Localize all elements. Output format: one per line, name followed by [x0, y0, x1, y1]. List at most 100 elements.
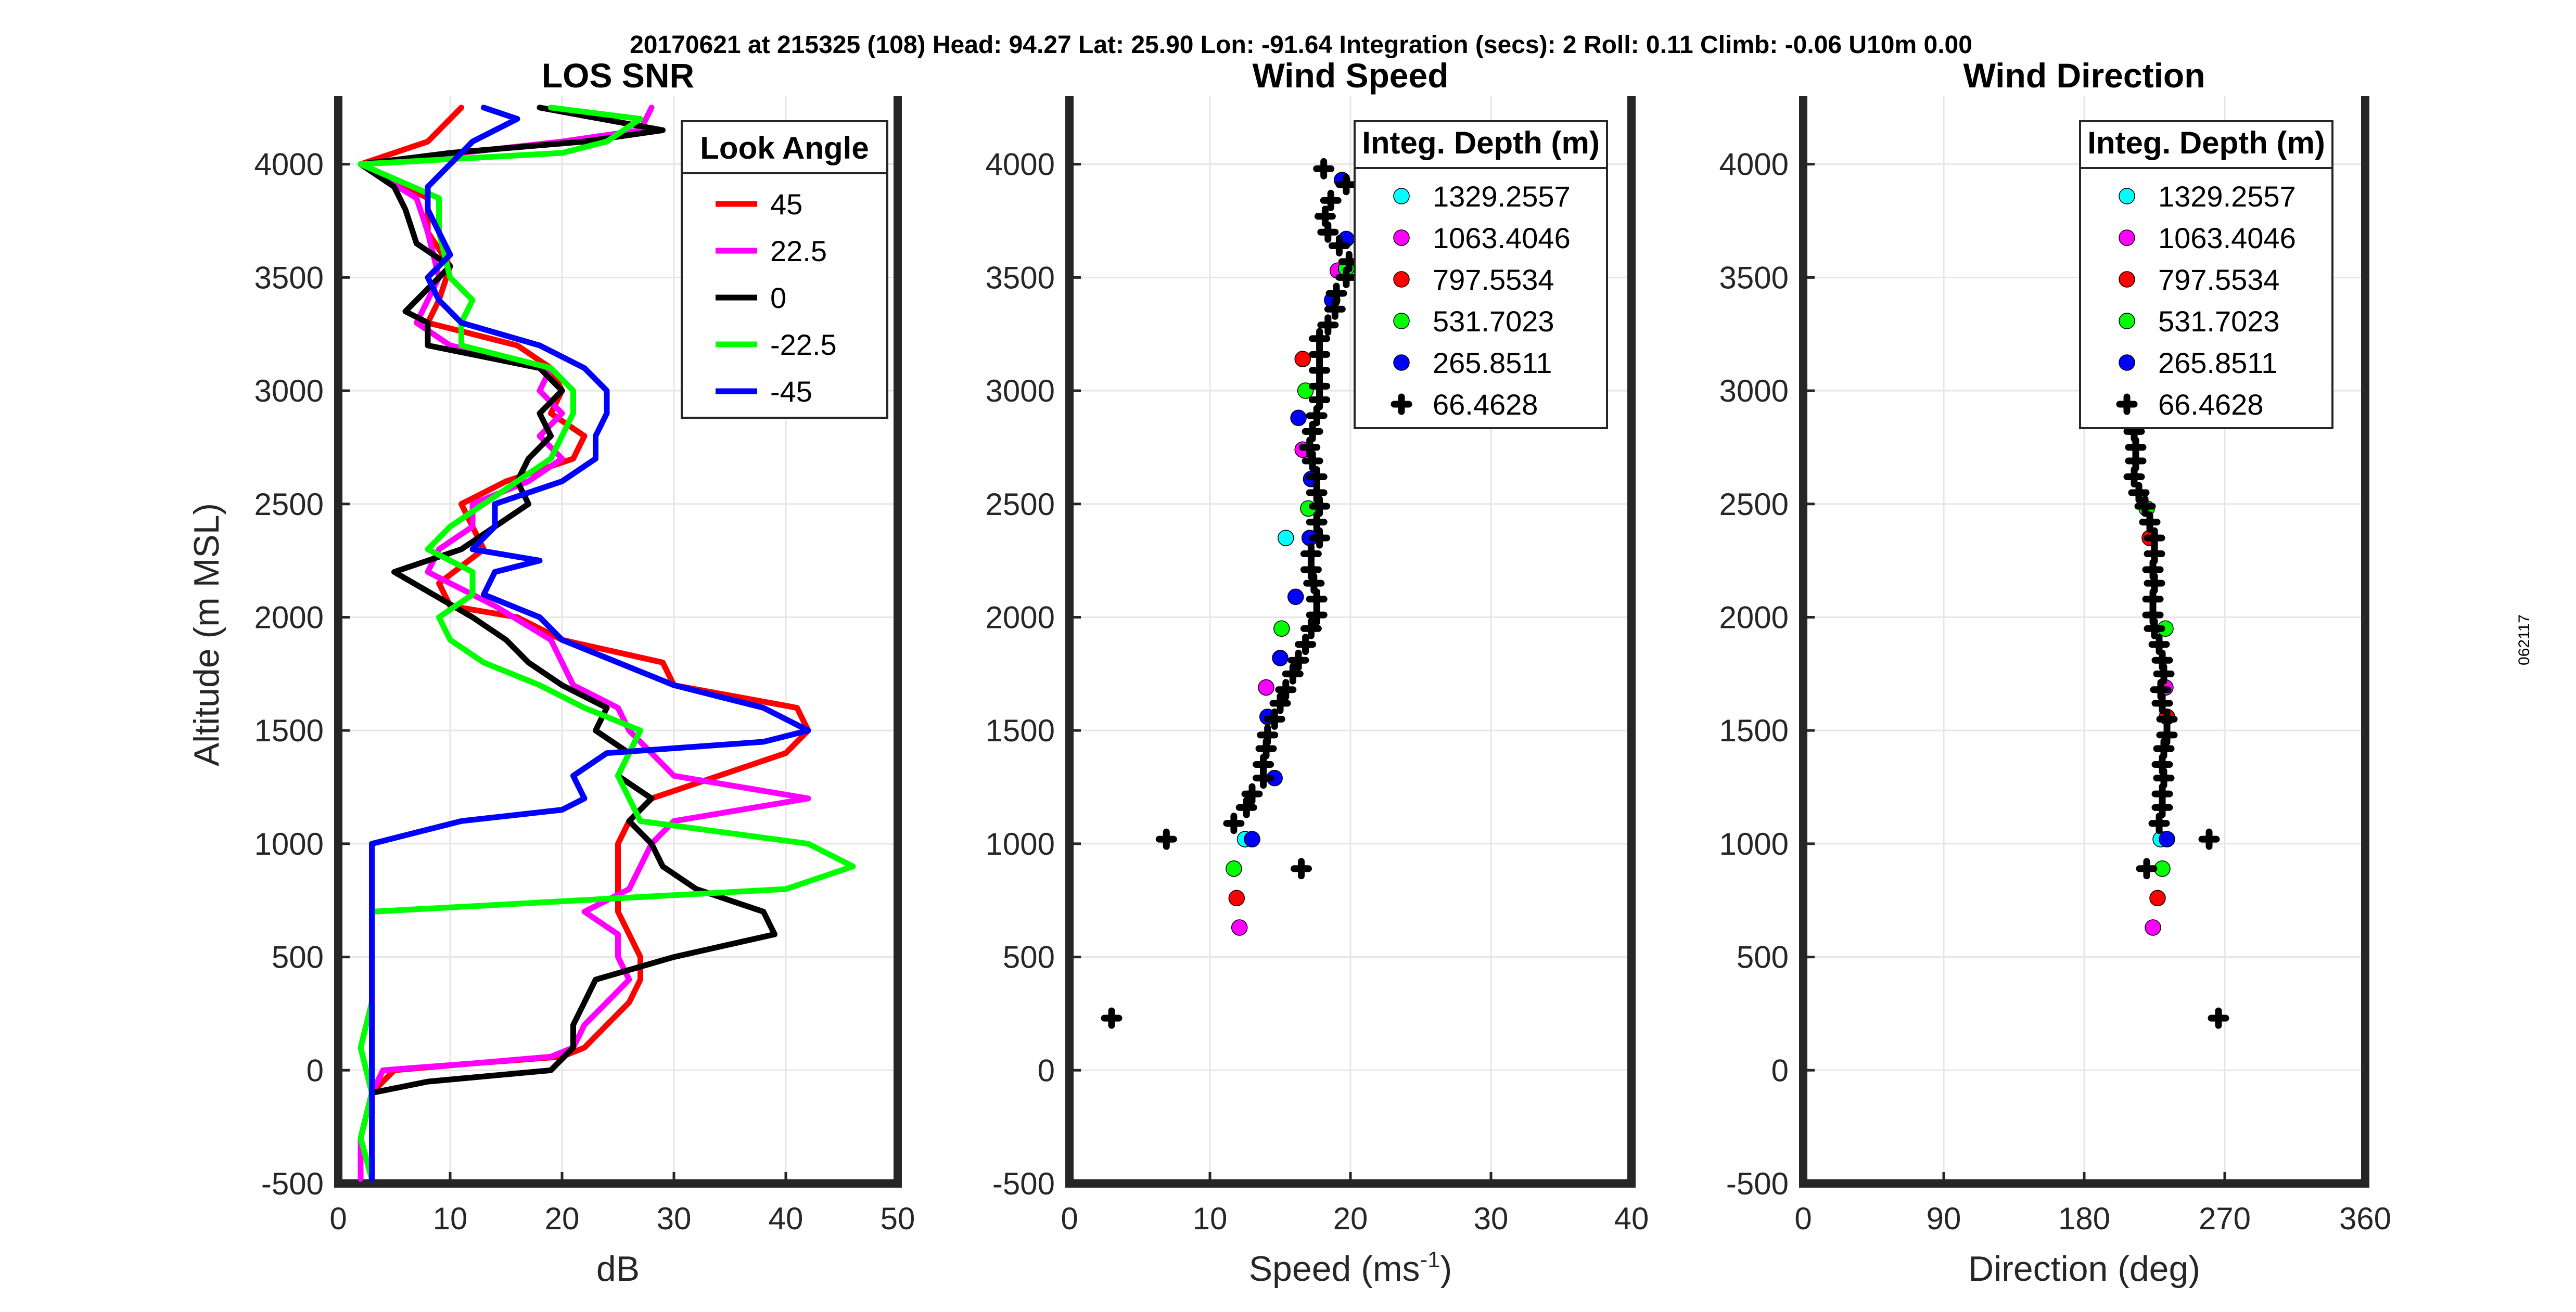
legend-label: 22.5	[770, 235, 827, 267]
legend-swatch-1063.4046	[1393, 229, 1410, 246]
legend-label: 45	[770, 188, 802, 221]
data-point-66.4628	[2153, 738, 2175, 760]
y-tick-label: -500	[1726, 1166, 1789, 1201]
data-point-66.4628	[2139, 511, 2161, 533]
legend-label: 531.7023	[2158, 305, 2280, 338]
y-tick-label: 3500	[986, 260, 1055, 295]
legend-box	[681, 120, 888, 419]
data-point-66.4628	[1257, 724, 1279, 746]
legend-label: -45	[770, 375, 812, 408]
series-line-22.5	[358, 105, 811, 1182]
legend-label: 265.8511	[1433, 346, 1552, 379]
data-point-66.4628	[1253, 753, 1274, 775]
legend: Look Angle 45 22.5 0 -22.5 -45	[681, 120, 888, 419]
y-tick-label: 3000	[986, 374, 1055, 408]
y-tick-label: 3000	[1719, 374, 1789, 408]
y-tick-label: 1500	[986, 713, 1055, 748]
y-tick-label: 2500	[254, 487, 324, 522]
x-tick-label: 90	[1927, 1201, 1961, 1236]
legend-swatch-1063.4046	[2119, 229, 2135, 246]
data-point-265.8511	[1272, 650, 1289, 666]
data-point-66.4628	[2125, 436, 2147, 458]
y-tick-label: 1500	[1719, 713, 1789, 748]
data-point-66.4628	[1306, 511, 1328, 533]
legend-label: 797.5534	[2158, 263, 2280, 296]
data-point-66.4628	[2208, 1007, 2229, 1029]
legend-label: 1329.2557	[1433, 180, 1571, 213]
legend-swatch-1329.2557	[1393, 188, 1410, 204]
x-axis-label: Direction (deg)	[1968, 1249, 2200, 1289]
plot-area	[2123, 405, 2229, 1029]
data-point-66.4628	[2151, 783, 2173, 805]
data-point-66.4628	[2156, 724, 2178, 746]
data-point-66.4628	[2150, 679, 2172, 701]
legend-label: 265.8511	[2158, 346, 2277, 379]
y-tick-label: 500	[1737, 940, 1789, 975]
legend: Integ. Depth (m) 1329.2557 1063.4046 797.55…	[2079, 120, 2333, 429]
y-tick-label: 500	[272, 940, 324, 975]
data-point-66.4628	[1275, 679, 1297, 701]
x-tick-label: 10	[1193, 1201, 1228, 1236]
legend: Integ. Depth (m) 1329.2557 1063.4046 797.55…	[1354, 120, 1608, 429]
x-tick-label: 30	[657, 1201, 692, 1236]
data-point-66.4628	[1155, 828, 1177, 850]
data-point-66.4628	[1309, 359, 1331, 381]
x-tick-label: 30	[1474, 1201, 1509, 1236]
y-tick-label: 1000	[254, 827, 324, 861]
data-point-66.4628	[1223, 813, 1245, 834]
data-point-531.7023	[1273, 620, 1290, 637]
data-point-66.4628	[2148, 813, 2170, 834]
x-tick-label: 10	[433, 1201, 468, 1236]
chart-title: LOS SNR	[542, 56, 694, 95]
legend-label: -22.5	[770, 328, 837, 361]
data-point-66.4628	[2123, 466, 2145, 487]
data-point-66.4628	[1300, 559, 1322, 581]
data-point-66.4628	[1306, 466, 1328, 487]
legend-title: Integ. Depth (m)	[2087, 125, 2325, 160]
data-point-797.5534	[1228, 890, 1245, 907]
x-tick-label: 270	[2199, 1201, 2251, 1236]
data-point-66.4628	[1324, 298, 1346, 320]
y-tick-label: 3500	[1719, 260, 1789, 295]
x-tick-label: 180	[2058, 1201, 2110, 1236]
x-tick-label: 0	[1794, 1201, 1812, 1236]
data-point-797.5534	[2149, 890, 2166, 907]
x-tick-label: 360	[2339, 1201, 2391, 1236]
legend-label: 797.5534	[1433, 263, 1554, 296]
data-point-66.4628	[1241, 783, 1263, 805]
data-point-66.4628	[2134, 495, 2156, 517]
x-axis-label: Speed (ms-1)	[1249, 1247, 1452, 1289]
data-point-66.4628	[1302, 420, 1323, 442]
data-point-66.4628	[2156, 708, 2178, 730]
data-point-1063.4046	[1231, 919, 1248, 936]
chart-wind-direction: 0 90 180 270 360-500050010001500200025003000…	[1719, 56, 2392, 1289]
legend-swatch-265.8511	[2119, 354, 2135, 371]
data-point-66.4628	[1300, 618, 1322, 639]
data-point-66.4628	[2142, 559, 2164, 581]
data-point-66.4628	[1282, 663, 1304, 685]
data-point-66.4628	[1306, 405, 1328, 427]
data-point-66.4628	[1325, 282, 1347, 304]
legend-swatch-797.5534	[2119, 271, 2135, 288]
y-tick-label: 1000	[986, 827, 1055, 861]
data-point-66.4628	[1295, 634, 1317, 655]
data-point-265.8511	[1244, 831, 1260, 847]
y-tick-label: 2500	[1719, 487, 1789, 522]
data-point-531.7023	[1226, 860, 1242, 877]
data-point-1063.4046	[1258, 679, 1274, 696]
y-tick-label: 3500	[254, 260, 324, 295]
data-point-66.4628	[2144, 543, 2165, 565]
x-tick-label: 20	[545, 1201, 580, 1236]
data-point-66.4628	[2144, 527, 2165, 549]
chart-title: Wind Speed	[1252, 56, 1448, 95]
figure-supertitle: 20170621 at 215325 (108) Head: 94.27 Lat…	[630, 31, 1972, 59]
x-tick-label: 20	[1333, 1201, 1368, 1236]
y-tick-label: -500	[261, 1166, 324, 1201]
chart-los-snr: 0 10 20 30 40 50-5000500100015002000250030003…	[187, 56, 915, 1289]
legend-swatch-531.7023	[2119, 313, 2135, 329]
legend-label: 1063.4046	[1433, 222, 1571, 254]
chart-title: Wind Direction	[1963, 56, 2205, 95]
x-tick-label: 50	[881, 1201, 915, 1236]
data-point-66.4628	[2142, 604, 2164, 626]
data-point-66.4628	[1300, 543, 1322, 565]
